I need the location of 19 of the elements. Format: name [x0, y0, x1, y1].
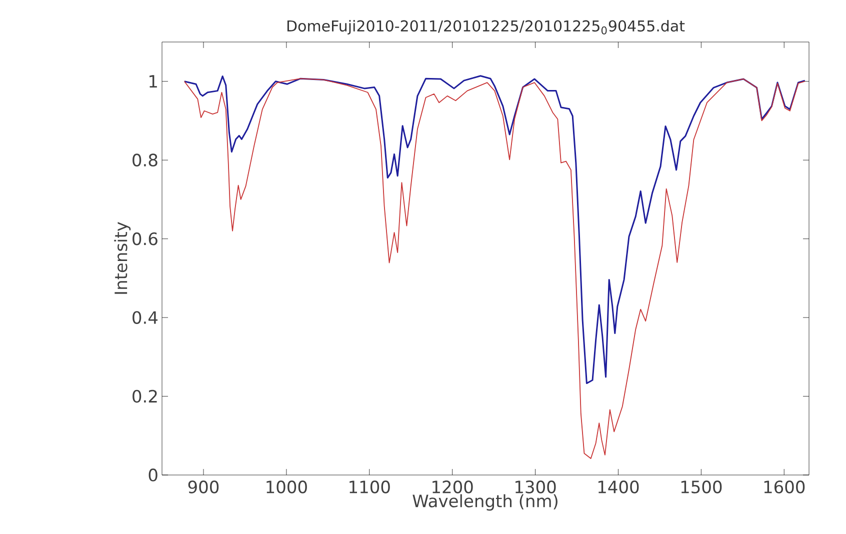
- x-tick-label: 1100: [350, 480, 390, 494]
- chart-title: DomeFuji2010-2011/20101225/20101225$_{0}$90455.dat: [287, 20, 685, 34]
- y-tick-label: 0.8: [132, 154, 158, 167]
- x-tick-label: 900: [188, 480, 219, 494]
- line-series: [184, 75, 806, 384]
- y-axis-title: Intensity: [114, 222, 131, 294]
- x-axis-title: Wavelength (nm): [412, 494, 558, 511]
- y-tick-label: 0.2: [132, 390, 157, 403]
- x-tick-label: 1000: [266, 480, 307, 494]
- line-series: [184, 78, 806, 459]
- x-tick-label: 1500: [681, 480, 722, 494]
- x-tick-label: 1300: [516, 480, 556, 494]
- y-tick-label: 0.6: [132, 232, 158, 246]
- y-tick-label: 1: [150, 75, 157, 88]
- x-tick-label: 1200: [432, 480, 473, 494]
- x-tick-label: 1400: [598, 480, 639, 494]
- x-tick-label: 1600: [764, 480, 805, 494]
- y-tick-label: 0.4: [132, 311, 158, 324]
- y-tick-label: 0: [148, 468, 158, 482]
